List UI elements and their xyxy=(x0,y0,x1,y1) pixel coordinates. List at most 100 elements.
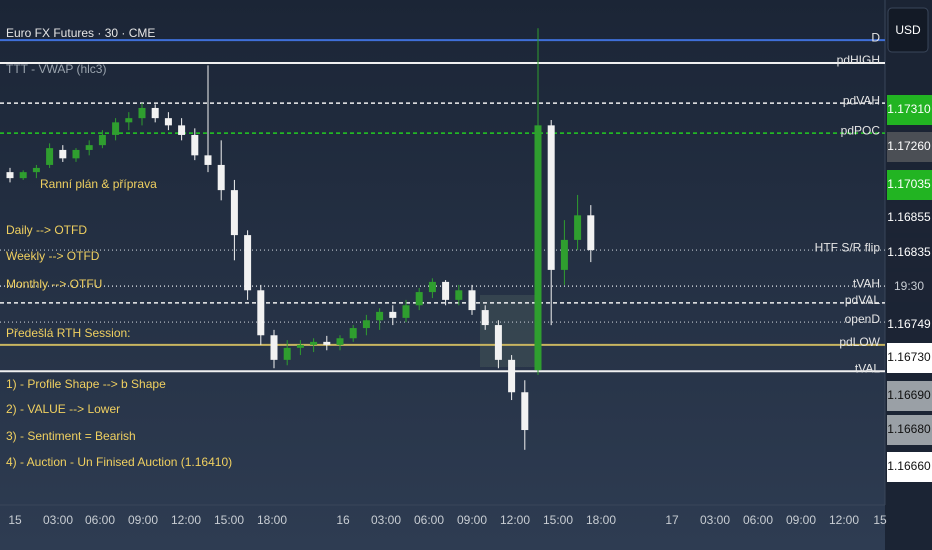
annotation: Weekly --> OTFD xyxy=(6,249,100,263)
candle-body xyxy=(191,134,199,156)
candle-body xyxy=(468,290,476,311)
candle-body xyxy=(217,164,225,191)
candle-body xyxy=(85,145,93,150)
x-tick-label: 09:00 xyxy=(786,513,816,527)
candle-body xyxy=(204,155,212,165)
price-label-box xyxy=(887,415,932,445)
candle-body xyxy=(494,325,502,360)
candle-body xyxy=(336,338,344,345)
candle-body xyxy=(230,190,238,236)
price-label: 1.16690 xyxy=(887,388,931,402)
candle-body xyxy=(481,310,489,326)
candle-body xyxy=(296,344,304,348)
level-label: tVAH xyxy=(853,276,880,290)
annotation: Daily --> OTFD xyxy=(6,223,87,237)
price-label: 1.17260 xyxy=(887,139,931,153)
currency-button[interactable] xyxy=(887,7,929,53)
x-tick-label: 15:00 xyxy=(543,513,573,527)
x-tick-label: 16 xyxy=(336,513,350,527)
candle-body xyxy=(376,311,384,321)
candle-body xyxy=(283,347,291,360)
candle-body xyxy=(402,305,410,318)
candle-body xyxy=(19,172,27,179)
x-tick-label: 12:00 xyxy=(171,513,201,527)
x-tick-label: 06:00 xyxy=(743,513,773,527)
candle-body xyxy=(178,125,186,135)
price-label: 1.16835 xyxy=(887,245,931,259)
candle-body xyxy=(244,235,252,291)
x-tick-label: 18:00 xyxy=(586,513,616,527)
x-tick-label: 09:00 xyxy=(128,513,158,527)
x-tick-label: 17 xyxy=(665,513,679,527)
level-label: tVAL xyxy=(855,361,880,375)
x-tick-label: 09:00 xyxy=(457,513,487,527)
candle-body xyxy=(442,281,450,300)
candle-body xyxy=(587,215,595,251)
price-label-box xyxy=(887,343,932,373)
price-label: 1.16749 xyxy=(887,317,931,331)
candle-body xyxy=(46,148,54,165)
candle-body xyxy=(138,107,146,119)
candle-body xyxy=(428,281,436,293)
candle-body xyxy=(547,125,555,270)
annotation: Monthly --> OTFU xyxy=(6,277,102,291)
chart-subtitle: TTT - VWAP (hlc3) xyxy=(6,62,106,76)
price-label-box xyxy=(887,452,932,482)
x-tick-label: 12:00 xyxy=(829,513,859,527)
candle-body xyxy=(164,118,172,126)
level-label: D xyxy=(871,30,880,44)
candle-body xyxy=(560,239,568,270)
level-label: openD xyxy=(845,312,881,326)
candle-body xyxy=(310,341,318,345)
annotation: Předešlá RTH Session: xyxy=(6,326,131,340)
price-label: 1.17035 xyxy=(887,177,931,191)
candle-body xyxy=(112,122,120,135)
level-label: HTF S/R flip xyxy=(815,240,881,254)
price-label-box xyxy=(887,203,932,233)
candle-body xyxy=(32,167,40,173)
x-tick-label: 12:00 xyxy=(500,513,530,527)
x-tick-label: 15 xyxy=(8,513,22,527)
price-label-box xyxy=(887,310,932,340)
price-label-box xyxy=(887,381,932,411)
level-label: pdLOW xyxy=(839,335,880,349)
x-tick-label: 06:00 xyxy=(414,513,444,527)
currency: USD xyxy=(895,23,921,37)
candle-body xyxy=(455,290,463,300)
candle-body xyxy=(323,341,331,345)
x-tick-label: 15:00 xyxy=(214,513,244,527)
annotation: 1) - Profile Shape --> b Shape xyxy=(6,377,166,391)
candle-body xyxy=(349,328,357,339)
candle-body xyxy=(257,290,265,336)
chart-title: Euro FX Futures · 30 · CME xyxy=(6,26,155,40)
candle-body xyxy=(6,172,14,179)
candle-body xyxy=(574,215,582,240)
x-tick-label: 18:00 xyxy=(257,513,287,527)
level-label: pdVAL xyxy=(845,293,880,307)
candle-body xyxy=(98,134,106,146)
candle-body xyxy=(521,392,529,431)
price-label: 1.17310 xyxy=(887,102,931,116)
x-tick-label: 03:00 xyxy=(43,513,73,527)
x-tick-label: 03:00 xyxy=(700,513,730,527)
price-label: 19:30 xyxy=(894,279,924,293)
annotation: Ranní plán & příprava xyxy=(40,177,157,191)
annotation: 4) - Auction - Un Finised Auction (1.164… xyxy=(6,455,232,469)
price-label-box xyxy=(887,272,932,302)
level-label: pdPOC xyxy=(841,123,881,137)
price-label: 1.16730 xyxy=(887,350,931,364)
candle-body xyxy=(59,149,67,159)
x-tick-label: 03:00 xyxy=(371,513,401,527)
price-label-box xyxy=(887,132,932,162)
price-label-box xyxy=(887,95,932,125)
level-label: pdHIGH xyxy=(837,53,880,67)
x-tick-label: 15 xyxy=(873,513,887,527)
level-label: pdVAH xyxy=(843,93,880,107)
price-label: 1.16855 xyxy=(887,210,931,224)
candle-body xyxy=(534,125,542,371)
annotation: 3) - Sentiment = Bearish xyxy=(6,429,136,443)
annotation: 2) - VALUE --> Lower xyxy=(6,402,120,416)
x-tick-label: 06:00 xyxy=(85,513,115,527)
